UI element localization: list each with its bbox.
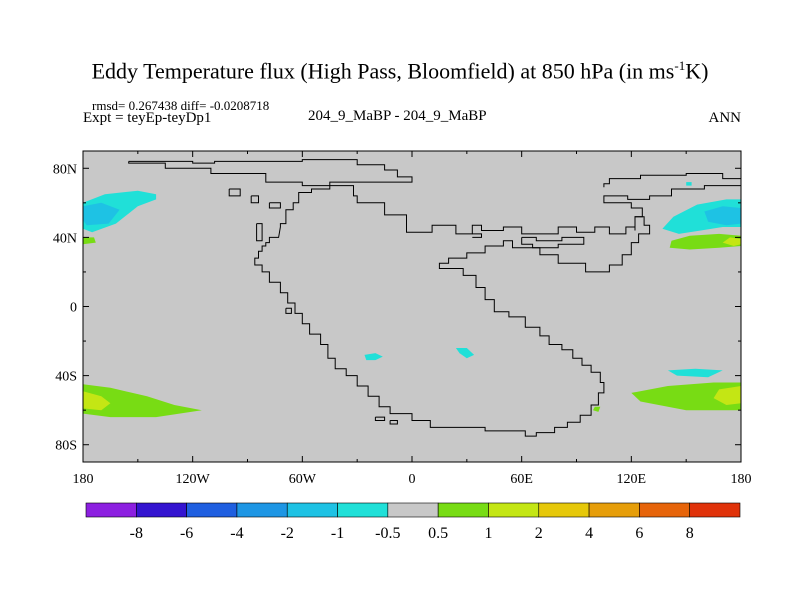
- coastline-ne-coast-piece: [603, 185, 741, 231]
- colorbar-swatch: [588, 502, 640, 518]
- colorbar-swatch: [236, 502, 288, 518]
- coastline-ne-outline-north: [603, 173, 741, 188]
- title-main: Eddy Temperature flux (High Pass, Bloomf…: [91, 58, 675, 84]
- y-tick-label: 80N: [53, 162, 77, 177]
- coastline-inner-basin-north: [472, 233, 482, 238]
- colorbar-label: -2: [281, 525, 294, 542]
- colorbar-swatch: [488, 502, 540, 518]
- region-s-atlantic-negative-blob: [364, 353, 383, 361]
- title-end: K): [685, 58, 709, 84]
- region-ne-pacific-positive-core: [722, 237, 741, 246]
- region-small-ne-blob: [686, 182, 692, 186]
- x-tick-label: 60E: [510, 472, 533, 487]
- x-tick-label: 120W: [176, 472, 211, 487]
- experiment-label: Expt = teyEp-teyDp1: [83, 110, 212, 126]
- x-tick-label: 180: [73, 472, 94, 487]
- colorbar-label: 6: [635, 525, 643, 542]
- region-ne-pacific-negative-core: [704, 206, 741, 226]
- region-s-indian-positive-blob: [593, 406, 601, 412]
- plot-content: [83, 159, 741, 437]
- x-tick-label: 0: [409, 472, 416, 487]
- colorbar-swatch: [639, 502, 690, 518]
- colorbar-label: 0.5: [428, 525, 448, 542]
- colorbar-swatch: [286, 502, 338, 518]
- colorbar-swatch: [387, 502, 439, 518]
- region-s-pacific-positive-east: [631, 382, 741, 411]
- colorbar-label: 8: [686, 525, 694, 542]
- stats-line: rmsd= 0.267438 diff= -0.0208718: [92, 98, 270, 113]
- y-tick-label: 0: [70, 301, 77, 316]
- colorbar-swatch: [136, 502, 187, 518]
- colorbar-swatch: [85, 502, 137, 518]
- coastline-small-isle-b: [374, 416, 386, 421]
- coastline-nw-island-chain: [228, 188, 241, 197]
- colorbar-label: -8: [130, 525, 143, 542]
- region-n-pacific-negative-core: [83, 202, 120, 226]
- colorbar-swatch: [689, 502, 741, 518]
- colorbar-label: -4: [230, 525, 243, 542]
- colorbar-label: -1: [331, 525, 344, 542]
- x-tick-label: 120E: [617, 472, 647, 487]
- chart-title: Eddy Temperature flux (High Pass, Bloomf…: [0, 58, 800, 84]
- y-tick-label: 40S: [55, 370, 77, 385]
- x-tick-label: 180: [731, 472, 752, 487]
- colorbar-label: -6: [180, 525, 193, 542]
- y-tick-label: 40N: [53, 231, 77, 246]
- coastline-inner-basin: [521, 236, 585, 249]
- coastline-small-isle-a: [285, 307, 292, 314]
- colorbar-swatch: [437, 502, 489, 518]
- colorbar-swatch: [538, 502, 590, 518]
- colorbar-label: 1: [484, 525, 492, 542]
- region-ne-pacific-positive: [669, 233, 741, 250]
- colorbar-swatch: [186, 502, 238, 518]
- colorbar-label: 2: [535, 525, 543, 542]
- season-label: ANN: [708, 110, 742, 126]
- x-tick-label: 60W: [289, 472, 317, 487]
- colorbar-swatch: [337, 502, 389, 518]
- y-tick-label: 80S: [55, 439, 77, 454]
- chart-subtitle: 204_9_MaBP - 204_9_MaBP: [308, 108, 487, 124]
- coastline-nw-long-island: [256, 223, 263, 242]
- coastline-nw-island-chain-3: [268, 202, 281, 209]
- region-s-pacific-positive-west: [83, 384, 202, 418]
- colorbar-label: 4: [585, 525, 593, 542]
- region-s-ocean-negative-east: [667, 368, 723, 378]
- region-s-pacific-positive-east-core: [713, 386, 741, 405]
- region-s-pacific-positive-west-core: [83, 391, 111, 411]
- title-superscript: -1: [674, 58, 686, 73]
- colorbar-label: -0.5: [375, 525, 400, 542]
- coastline-main-continent: [128, 159, 651, 437]
- region-nw-pacific-east-positive: [83, 237, 96, 245]
- coastline-nw-island-chain-2: [250, 195, 259, 204]
- region-s-indian-negative-blob: [455, 348, 475, 359]
- coastline-small-isle-c: [389, 420, 398, 425]
